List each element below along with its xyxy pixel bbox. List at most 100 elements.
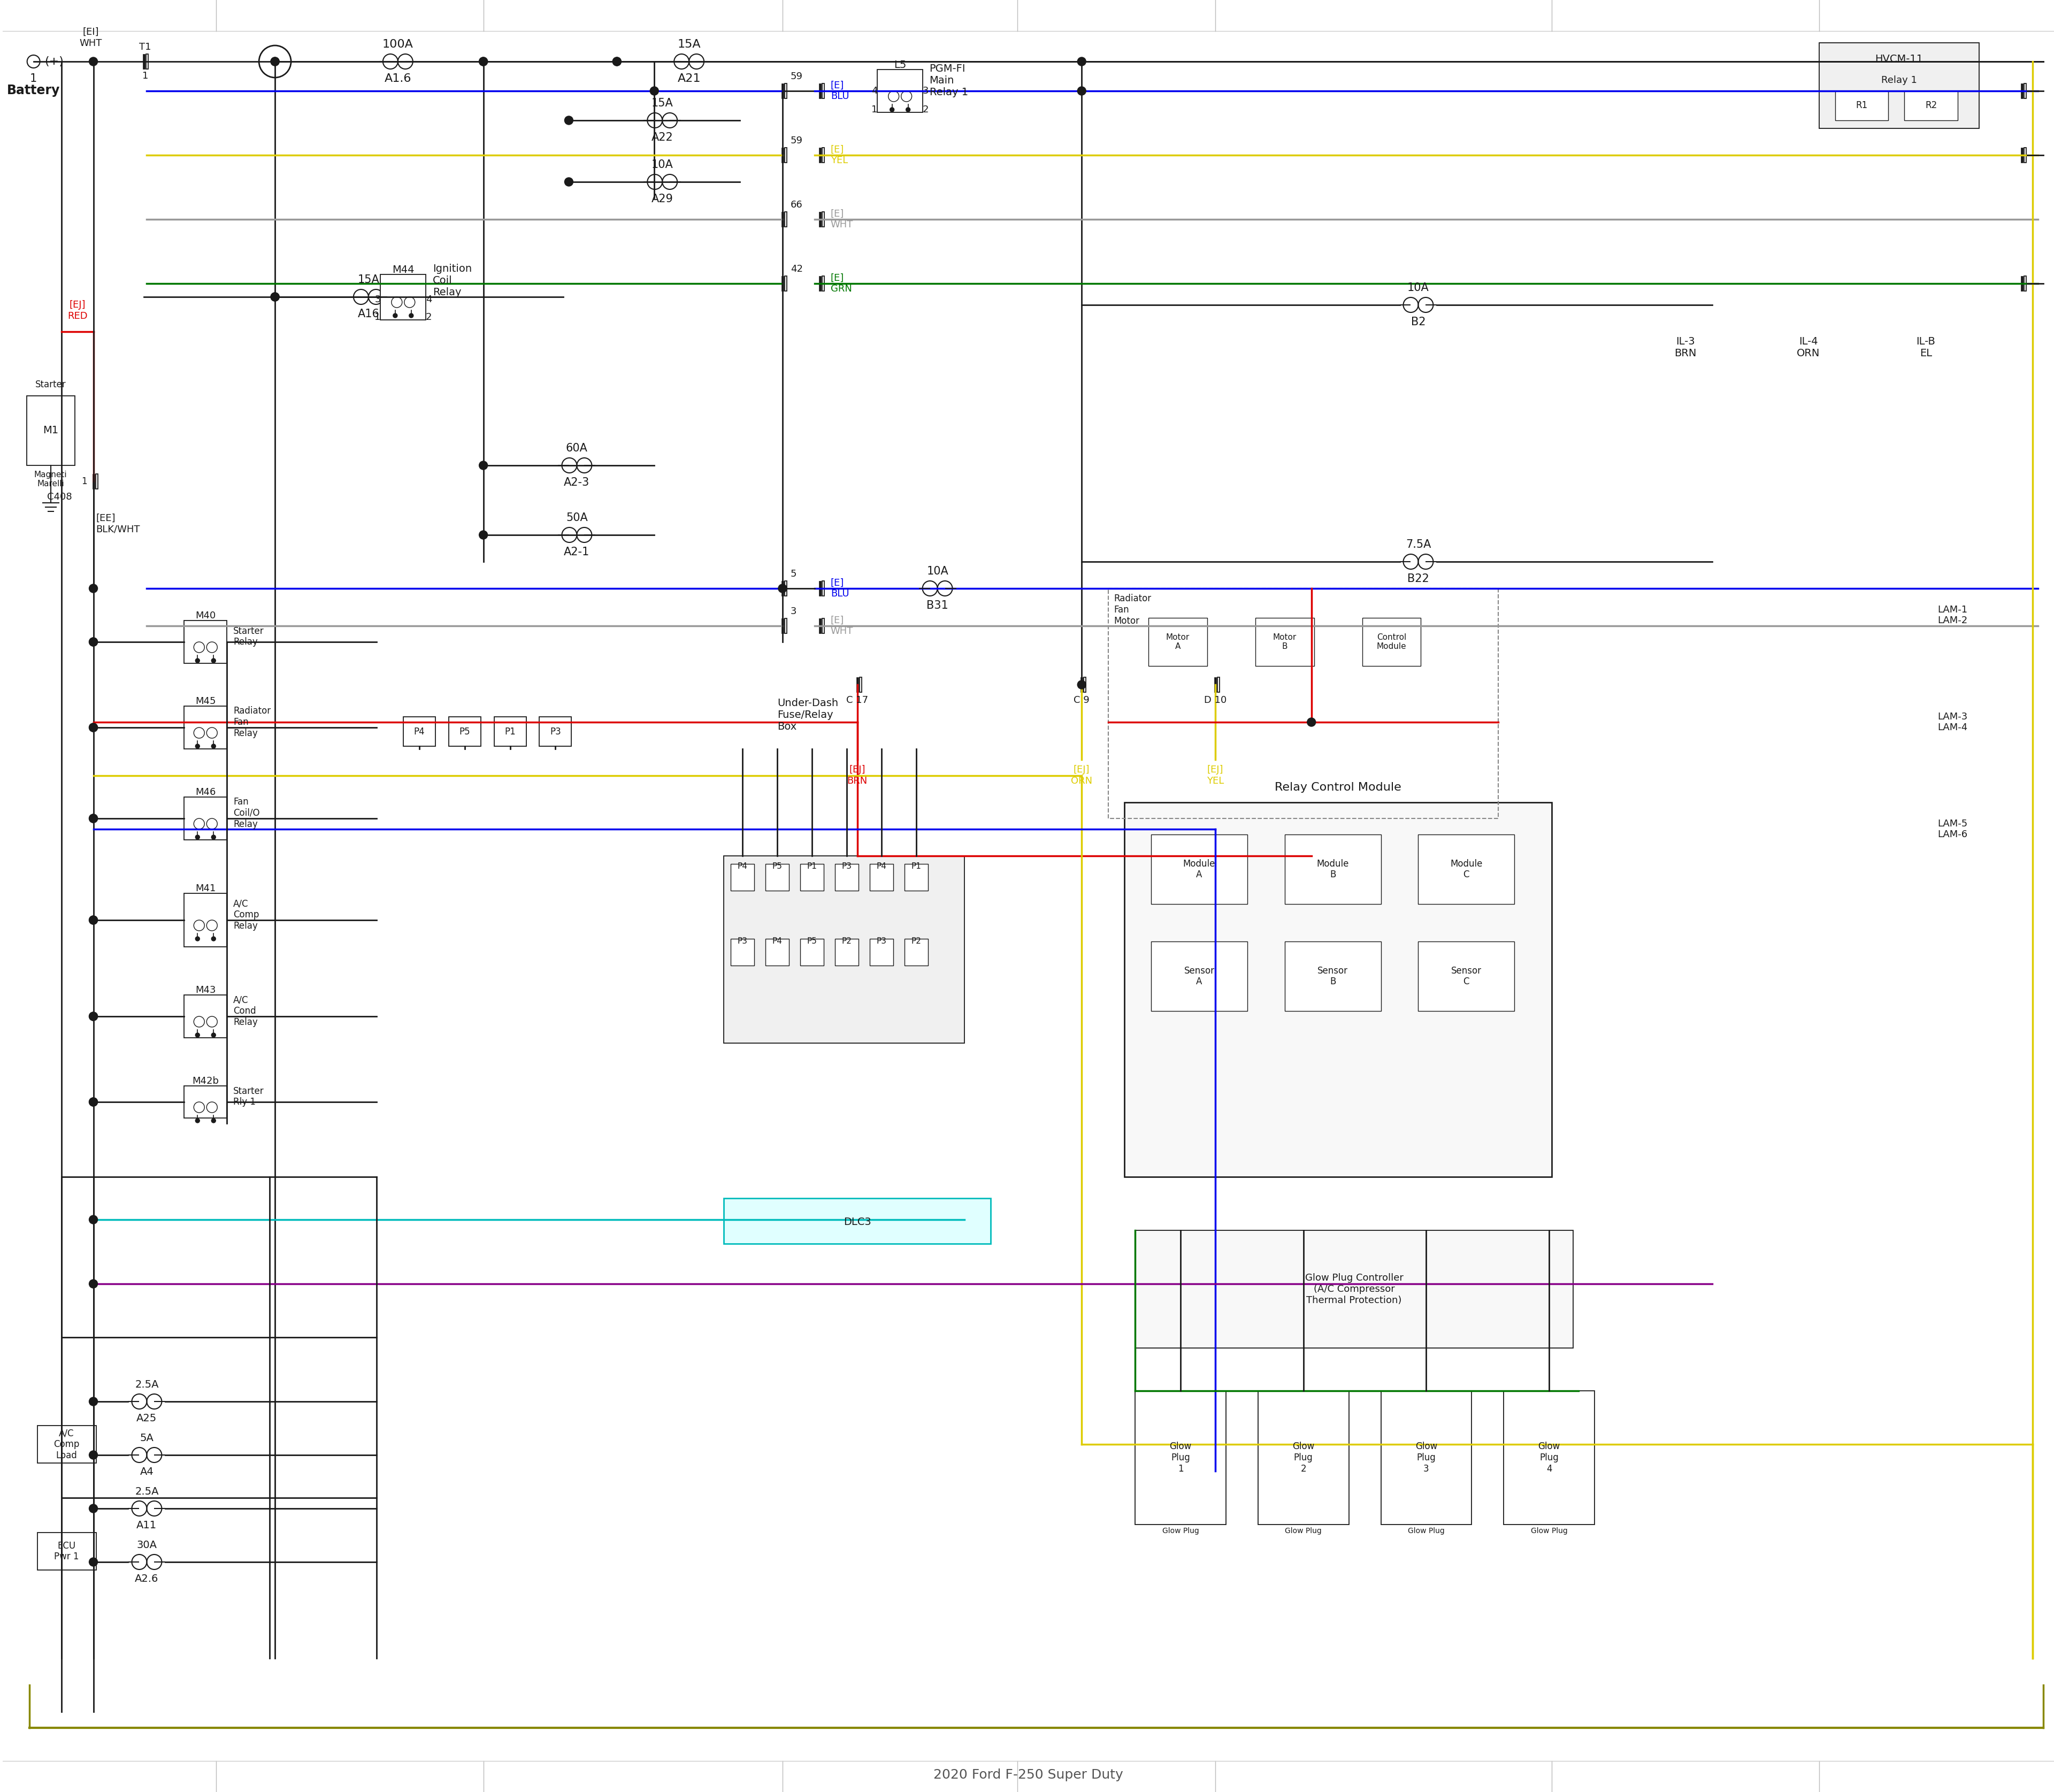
Text: Glow Plug: Glow Plug [1407,1527,1444,1534]
Text: 7.5A: 7.5A [1405,539,1432,550]
Text: IL-B
EL: IL-B EL [1916,337,1935,358]
Bar [495,717,526,745]
Text: 4: 4 [871,86,877,95]
Bar [820,581,822,597]
Text: Sensor
B: Sensor B [1317,966,1347,987]
Bar [1080,677,1082,692]
Text: Magneti
Marelli: Magneti Marelli [35,471,68,487]
Circle shape [88,638,99,647]
Text: A/C
Comp
Load: A/C Comp Load [53,1428,80,1460]
Circle shape [88,1215,99,1224]
Circle shape [195,658,199,663]
Text: [E]
YEL: [E] YEL [830,145,848,165]
Text: LAM-5
LAM-6: LAM-5 LAM-6 [1937,819,1968,839]
Circle shape [392,314,396,317]
Circle shape [889,108,893,111]
Text: 2: 2 [425,312,431,323]
Bar [822,147,824,163]
Circle shape [88,1452,99,1459]
Circle shape [88,1012,99,1021]
Circle shape [88,1503,99,1512]
Bar [731,939,754,966]
Text: P2: P2 [842,937,852,946]
Bar [869,939,893,966]
Circle shape [271,292,279,301]
Text: Fan
Coil/O
Relay: Fan Coil/O Relay [234,797,259,830]
Bar [1085,677,1087,692]
Circle shape [195,744,199,749]
Circle shape [479,57,487,66]
Text: 2.5A: 2.5A [136,1380,158,1391]
Text: A16: A16 [357,308,380,319]
Text: P4: P4 [877,862,887,871]
Text: Motor
B: Motor B [1273,633,1296,650]
Text: B2: B2 [1411,317,1425,328]
Text: 5A: 5A [140,1434,154,1443]
Bar [781,147,783,163]
Text: [E]
BLU: [E] BLU [830,81,848,102]
Bar [1834,91,1888,120]
Text: R2: R2 [1925,100,1937,109]
Text: A11: A11 [136,1520,156,1530]
Text: 15A: 15A [678,39,700,50]
Circle shape [195,937,199,941]
Text: R1: R1 [1855,100,1867,109]
Text: 50A: 50A [567,513,587,523]
Text: 1: 1 [871,106,877,115]
Text: P3: P3 [842,862,852,871]
Text: Module
B: Module B [1317,858,1349,880]
Text: Glow Plug: Glow Plug [1163,1527,1200,1534]
Text: Sensor
C: Sensor C [1450,966,1481,987]
Bar [2023,276,2025,290]
Text: P3: P3 [877,937,887,946]
Circle shape [565,177,573,186]
Bar [185,894,226,946]
Circle shape [88,1279,99,1288]
Text: M44: M44 [392,265,415,274]
Text: M46: M46 [195,787,216,797]
Bar [820,84,822,99]
Text: 100A: 100A [382,39,413,50]
Bar [877,70,922,113]
Circle shape [612,57,620,66]
Circle shape [778,584,787,593]
Text: Battery: Battery [6,84,60,97]
Text: Radiator
Fan
Relay: Radiator Fan Relay [234,706,271,738]
Text: PGM-FI
Main
Relay 1: PGM-FI Main Relay 1 [928,63,967,97]
Text: Radiator
Fan
Motor: Radiator Fan Motor [1113,593,1150,625]
Text: Glow
Plug
4: Glow Plug 4 [1538,1443,1561,1473]
Text: IL-3
BRN: IL-3 BRN [1674,337,1697,358]
Bar [403,717,435,745]
Text: 5: 5 [791,570,797,579]
Bar [185,797,226,840]
Circle shape [212,1118,216,1124]
Circle shape [271,57,279,66]
Circle shape [88,724,99,731]
Bar [144,54,146,70]
Text: Glow Plug Controller
(A/C Compressor
Thermal Protection): Glow Plug Controller (A/C Compressor The… [1304,1274,1403,1305]
Text: B31: B31 [926,600,949,611]
Circle shape [271,57,279,66]
Circle shape [1078,681,1087,688]
Text: 15A: 15A [357,274,380,285]
Text: Module
A: Module A [1183,858,1216,880]
Text: Glow Plug: Glow Plug [1530,1527,1567,1534]
Text: 59: 59 [791,136,803,145]
Text: Starter
Rly 1: Starter Rly 1 [234,1086,265,1107]
Text: P1: P1 [807,862,817,871]
Bar [904,939,928,966]
Bar [1150,941,1247,1011]
Circle shape [212,744,216,749]
Text: M1: M1 [43,425,58,435]
Bar [540,717,571,745]
Bar [820,276,822,290]
Text: 59: 59 [791,72,803,81]
Bar [37,1532,97,1570]
Bar [781,581,783,597]
Text: A/C
Comp
Relay: A/C Comp Relay [234,900,259,930]
Text: 10A: 10A [651,159,674,170]
Bar [785,84,787,99]
Text: T1: T1 [140,43,152,52]
Bar [857,677,859,692]
Text: P3: P3 [550,728,561,737]
